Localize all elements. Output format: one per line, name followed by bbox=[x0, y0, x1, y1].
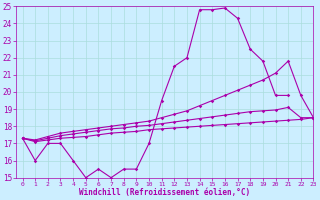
X-axis label: Windchill (Refroidissement éolien,°C): Windchill (Refroidissement éolien,°C) bbox=[79, 188, 250, 197]
